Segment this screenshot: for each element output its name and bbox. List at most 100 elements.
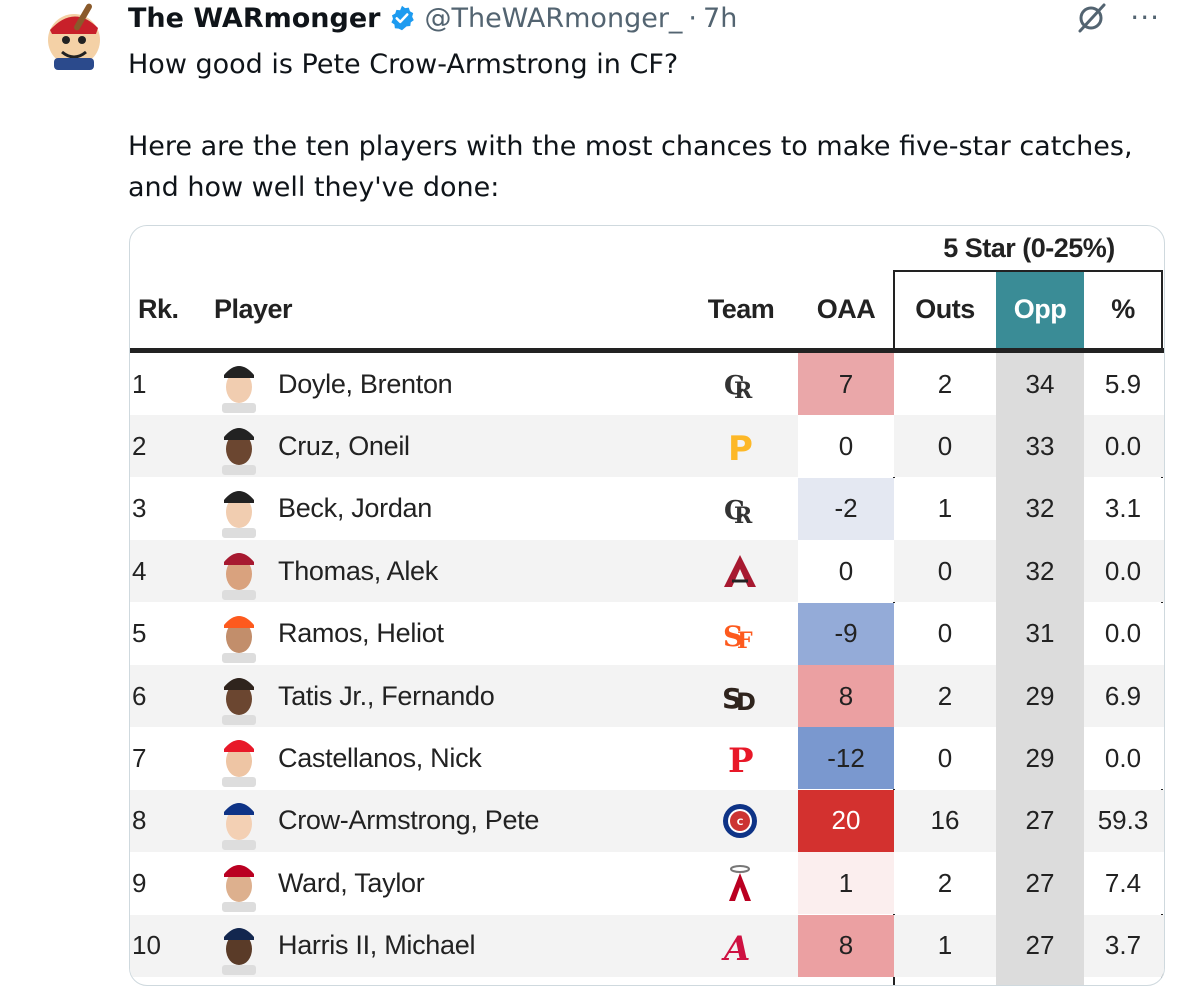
player-headshot-icon (216, 542, 262, 601)
opp-cell: 31 (1025, 618, 1055, 649)
diamondbacks-logo-icon (720, 551, 760, 591)
oaa-cell: 0 (838, 431, 854, 462)
rank-cell: 7 (132, 743, 147, 774)
player-name-cell: Cruz, Oneil (278, 431, 410, 462)
author-name[interactable]: The WARmonger (128, 2, 381, 34)
opp-cell: 29 (1025, 743, 1055, 774)
oaa-cell: 1 (838, 867, 854, 898)
opp-cell: 32 (1025, 493, 1055, 524)
rank-cell: 5 (132, 618, 147, 649)
pct-cell: 6.9 (1104, 680, 1142, 711)
tweet-timestamp[interactable]: 7h (703, 2, 738, 34)
rank-cell: 8 (132, 805, 147, 836)
player-headshot-icon (216, 729, 262, 788)
oaa-cell-bg (798, 540, 894, 603)
opp-cell-bg (996, 602, 1084, 665)
pct-cell: 0.0 (1104, 743, 1142, 774)
oaa-cell: -9 (834, 618, 858, 649)
opp-cell-bg (996, 727, 1084, 790)
player-headshot-icon (216, 854, 262, 913)
opp-cell-bg (996, 852, 1084, 915)
rank-cell: 10 (132, 930, 161, 961)
table-row (130, 540, 1164, 603)
tweet-text-line-2: Here are the ten players with the most c… (128, 131, 1133, 203)
player-headshot-icon (216, 355, 262, 413)
opp-cell: 32 (1025, 555, 1055, 586)
table-row (130, 477, 1164, 540)
opp-cell: 27 (1025, 805, 1055, 836)
outs-cell: 2 (937, 867, 953, 898)
svg-text:S: S (723, 620, 743, 653)
svg-text:S: S (722, 682, 742, 715)
media-card[interactable]: 5 Star (0-25%) Rk. Player Team OAA Outs … (129, 225, 1165, 986)
rank-cell: 4 (132, 555, 147, 586)
grok-icon[interactable] (1074, 1, 1108, 35)
oaa-cell-bg (798, 602, 894, 665)
player-name-cell: Doyle, Brenton (278, 368, 453, 399)
outs-cell: 1 (937, 493, 953, 524)
oaa-cell: 8 (838, 680, 854, 711)
rank-cell: 6 (132, 680, 147, 711)
oaa-cell-bg (798, 353, 894, 415)
tweet-text-line-1: How good is Pete Crow-Armstrong in CF? (128, 49, 679, 80)
more-options-icon[interactable]: ··· (1130, 1, 1160, 34)
pct-cell: 0.0 (1104, 618, 1142, 649)
outs-cell: 0 (937, 743, 953, 774)
outs-cell: 0 (937, 431, 953, 462)
header-actions: ··· (1074, 0, 1160, 36)
col-header-oaa: OAA (816, 294, 876, 324)
rank-cell: 2 (132, 431, 147, 462)
outs-cell: 0 (937, 618, 953, 649)
player-name-cell: Thomas, Alek (278, 555, 438, 586)
col-header-opp: Opp (1013, 294, 1067, 324)
outs-cell: 2 (937, 368, 953, 399)
table-row (130, 665, 1164, 727)
outs-cell: 1 (937, 930, 953, 961)
rank-cell: 3 (132, 493, 147, 524)
oaa-cell-bg (798, 665, 894, 727)
tweet-text: How good is Pete Crow-Armstrong in CF? H… (128, 44, 1158, 208)
opp-cell: 34 (1025, 368, 1055, 399)
table-row (130, 353, 1164, 415)
opp-cell-bg (996, 415, 1084, 478)
group-header-5-star: 5 Star (0-25%) (943, 233, 1115, 263)
rank-cell: 9 (132, 867, 147, 898)
opp-cell: 29 (1025, 680, 1055, 711)
opp-cell: 27 (1025, 867, 1055, 898)
angels-logo-icon (720, 863, 760, 903)
player-name-cell: Ramos, Heliot (278, 618, 444, 649)
opp-cell-bg (996, 789, 1084, 852)
player-headshot-icon (216, 917, 262, 975)
oaa-cell-bg (798, 477, 894, 540)
opp-header-bg (996, 271, 1084, 348)
opp-cell-bg (996, 540, 1084, 603)
opp-cell-bg (996, 353, 1084, 415)
player-name-cell: Castellanos, Nick (278, 743, 482, 774)
phillies-logo-icon: P (720, 738, 760, 778)
verified-badge-icon (391, 5, 415, 31)
author-avatar[interactable] (38, 0, 110, 72)
outfield-stats-table: 5 Star (0-25%) Rk. Player Team OAA Outs … (130, 226, 1164, 985)
oaa-cell: -2 (834, 493, 858, 524)
oaa-cell: 0 (838, 555, 854, 586)
col-header-outs: Outs (915, 294, 975, 324)
outs-cell: 16 (930, 805, 960, 836)
player-headshot-icon (216, 480, 262, 538)
header-divider (130, 348, 1164, 353)
author-handle[interactable]: @TheWARmonger_ (424, 2, 683, 34)
svg-text:D: D (736, 688, 756, 716)
outs-cell: 2 (937, 680, 953, 711)
player-name-cell: Beck, Jordan (278, 493, 432, 524)
table-row (130, 602, 1164, 665)
tweet-header: The WARmonger @TheWARmonger_ · 7h (128, 0, 737, 36)
pct-cell: 5.9 (1104, 368, 1142, 399)
table-row (130, 789, 1164, 852)
rank-cell: 1 (132, 368, 147, 399)
oaa-cell-bg (798, 852, 894, 915)
cubs-logo-icon: C (720, 801, 760, 841)
svg-text:A: A (721, 929, 750, 966)
